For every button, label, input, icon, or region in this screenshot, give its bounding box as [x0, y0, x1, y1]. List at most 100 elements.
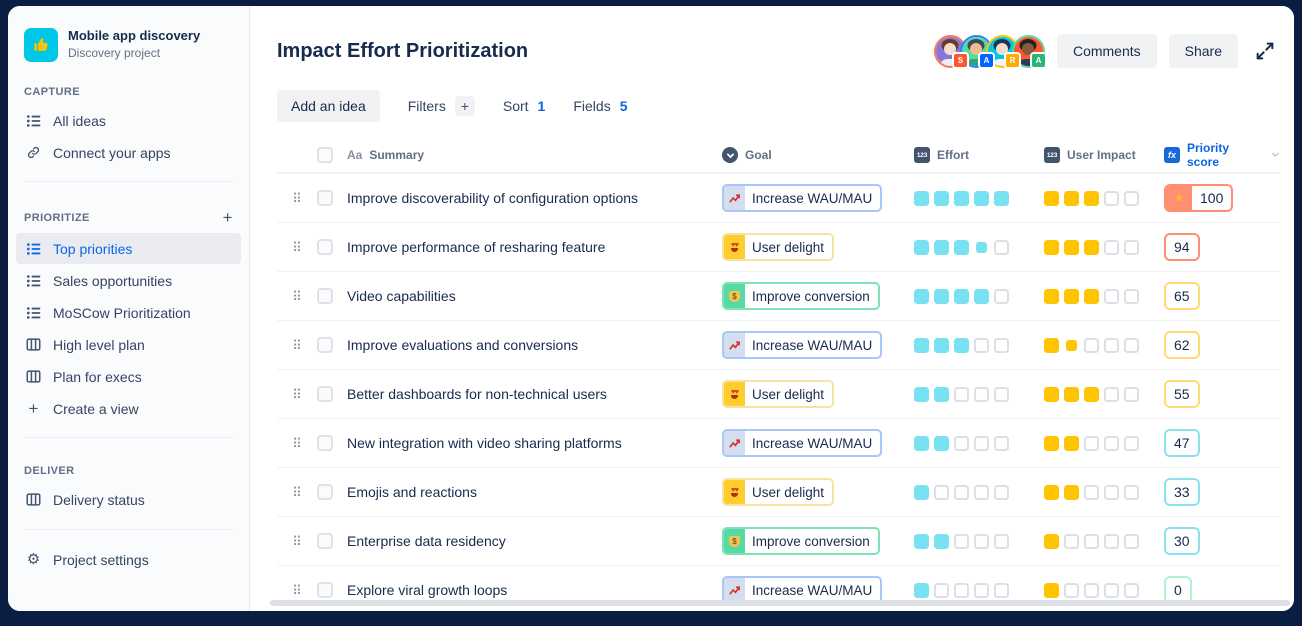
goal-chip[interactable]: $ Improve conversion [722, 527, 880, 555]
row-checkbox[interactable] [317, 582, 333, 598]
idea-summary[interactable]: Explore viral growth loops [347, 582, 508, 598]
table-row[interactable]: ⠿ Enterprise data residency $ Improve conve… [277, 517, 1280, 566]
project-header[interactable]: Mobile app discovery Discovery project [8, 22, 249, 72]
column-header-effort[interactable]: 123 Effort [902, 147, 1032, 163]
row-checkbox[interactable] [317, 190, 333, 206]
drag-handle-icon[interactable]: ⠿ [292, 533, 302, 549]
effort-rating[interactable] [914, 190, 1032, 206]
user-impact-rating[interactable] [1044, 533, 1152, 549]
sidebar-item-all-ideas[interactable]: All ideas [16, 105, 241, 136]
table-row[interactable]: ⠿ Video capabilities $ Improve conversion 65 [277, 272, 1280, 321]
table-row[interactable]: ⠿ Emojis and reactions ♥♥ User delight 33 [277, 468, 1280, 517]
expand-icon[interactable] [1250, 36, 1280, 66]
user-impact-rating[interactable] [1044, 386, 1152, 402]
table-row[interactable]: ⠿ Better dashboards for non-technical use… [277, 370, 1280, 419]
table-row[interactable]: ⠿ New integration with video sharing plat… [277, 419, 1280, 468]
effort-rating[interactable] [914, 288, 1032, 304]
goal-chip[interactable]: Increase WAU/MAU [722, 331, 883, 359]
column-header-summary[interactable]: Aa Summary [347, 148, 710, 162]
user-impact-rating[interactable] [1044, 190, 1152, 206]
star-icon: ★ [1166, 186, 1192, 210]
goal-chip[interactable]: Increase WAU/MAU [722, 576, 883, 604]
idea-summary[interactable]: New integration with video sharing platf… [347, 435, 622, 451]
effort-rating[interactable] [914, 337, 1032, 353]
drag-handle-icon[interactable]: ⠿ [292, 435, 302, 451]
drag-handle-icon[interactable]: ⠿ [292, 239, 302, 255]
effort-rating[interactable] [914, 533, 1032, 549]
user-impact-rating[interactable] [1044, 435, 1152, 451]
avatar[interactable]: A [959, 34, 995, 69]
sort-button[interactable]: Sort 1 [503, 98, 545, 114]
add-filter-icon[interactable]: + [454, 96, 475, 116]
goal-chip[interactable]: ♥♥ User delight [722, 233, 835, 261]
effort-rating[interactable] [914, 484, 1032, 500]
row-checkbox[interactable] [317, 484, 333, 500]
sidebar-item-top-priorities[interactable]: Top priorities [16, 233, 241, 264]
effort-rating[interactable] [914, 582, 1032, 598]
table-row[interactable]: ⠿ Improve performance of resharing featur… [277, 223, 1280, 272]
goal-chip[interactable]: Increase WAU/MAU [722, 429, 883, 457]
fields-button[interactable]: Fields 5 [573, 98, 627, 114]
drag-handle-icon[interactable]: ⠿ [292, 190, 302, 206]
user-impact-rating[interactable] [1044, 288, 1152, 304]
row-checkbox[interactable] [317, 435, 333, 451]
horizontal-scrollbar[interactable] [270, 600, 1290, 606]
row-checkbox[interactable] [317, 239, 333, 255]
sidebar-item-moscow-prioritization[interactable]: MoSCow Prioritization [16, 297, 241, 328]
row-checkbox[interactable] [317, 337, 333, 353]
effort-rating[interactable] [914, 435, 1032, 451]
sidebar-item-connect-your-apps[interactable]: Connect your apps [16, 137, 241, 168]
drag-handle-icon[interactable]: ⠿ [292, 288, 302, 304]
avatar[interactable]: R [985, 34, 1021, 69]
add-idea-button[interactable]: Add an idea [277, 90, 380, 122]
chart-icon [724, 431, 745, 455]
user-impact-rating[interactable] [1044, 484, 1152, 500]
table-row[interactable]: ⠿ Improve evaluations and conversions Incr… [277, 321, 1280, 370]
sidebar-item-sales-opportunities[interactable]: Sales opportunities [16, 265, 241, 296]
idea-summary[interactable]: Video capabilities [347, 288, 456, 304]
user-impact-rating[interactable] [1044, 582, 1152, 598]
idea-summary[interactable]: Improve performance of resharing feature [347, 239, 606, 255]
row-checkbox[interactable] [317, 288, 333, 304]
sidebar-item-label: Project settings [53, 551, 149, 568]
sidebar-item-high-level-plan[interactable]: High level plan [16, 329, 241, 360]
sidebar-item-plan-for-execs[interactable]: Plan for execs [16, 361, 241, 392]
goal-chip[interactable]: ♥♥ User delight [722, 380, 835, 408]
row-checkbox[interactable] [317, 533, 333, 549]
priority-score-value: 33 [1174, 484, 1190, 500]
drag-handle-icon[interactable]: ⠿ [292, 386, 302, 402]
user-impact-rating[interactable] [1044, 239, 1152, 255]
avatar[interactable]: S [933, 34, 969, 69]
column-header-goal[interactable]: Goal [710, 147, 902, 163]
row-checkbox[interactable] [317, 386, 333, 402]
sidebar-item-project-settings[interactable]: ⚙ Project settings [16, 544, 241, 575]
table-row[interactable]: ⠿ Explore viral growth loops Increase WAU/… [277, 566, 1280, 611]
idea-summary[interactable]: Emojis and reactions [347, 484, 477, 500]
idea-summary[interactable]: Better dashboards for non-technical user… [347, 386, 607, 402]
select-all-checkbox[interactable] [317, 147, 347, 163]
table-row[interactable]: ⠿ Improve discoverability of configuratio… [277, 174, 1280, 223]
goal-chip[interactable]: ♥♥ User delight [722, 478, 835, 506]
sidebar-item-label: All ideas [53, 112, 106, 129]
sidebar-item-create-a-view[interactable]: + Create a view [16, 393, 241, 424]
comments-button[interactable]: Comments [1056, 34, 1157, 68]
sidebar-item-delivery-status[interactable]: Delivery status [16, 484, 241, 515]
column-header-user-impact[interactable]: 123 User Impact [1032, 147, 1152, 163]
column-header-priority-score[interactable]: fx Priority score [1152, 141, 1280, 169]
goal-chip[interactable]: $ Improve conversion [722, 282, 880, 310]
drag-handle-icon[interactable]: ⠿ [292, 337, 302, 353]
idea-summary[interactable]: Improve evaluations and conversions [347, 337, 579, 353]
idea-summary[interactable]: Improve discoverability of configuration… [347, 190, 639, 206]
effort-rating[interactable] [914, 386, 1032, 402]
idea-summary[interactable]: Enterprise data residency [347, 533, 506, 549]
money-bag-icon: $ [724, 529, 745, 553]
add-view-icon[interactable]: + [222, 208, 233, 227]
effort-rating[interactable] [914, 239, 1032, 255]
drag-handle-icon[interactable]: ⠿ [292, 582, 302, 598]
avatar[interactable]: A [1011, 34, 1047, 69]
filters-button[interactable]: Filters + [408, 96, 475, 116]
share-button[interactable]: Share [1168, 34, 1238, 68]
user-impact-rating[interactable] [1044, 337, 1152, 353]
goal-chip[interactable]: Increase WAU/MAU [722, 184, 883, 212]
drag-handle-icon[interactable]: ⠿ [292, 484, 302, 500]
